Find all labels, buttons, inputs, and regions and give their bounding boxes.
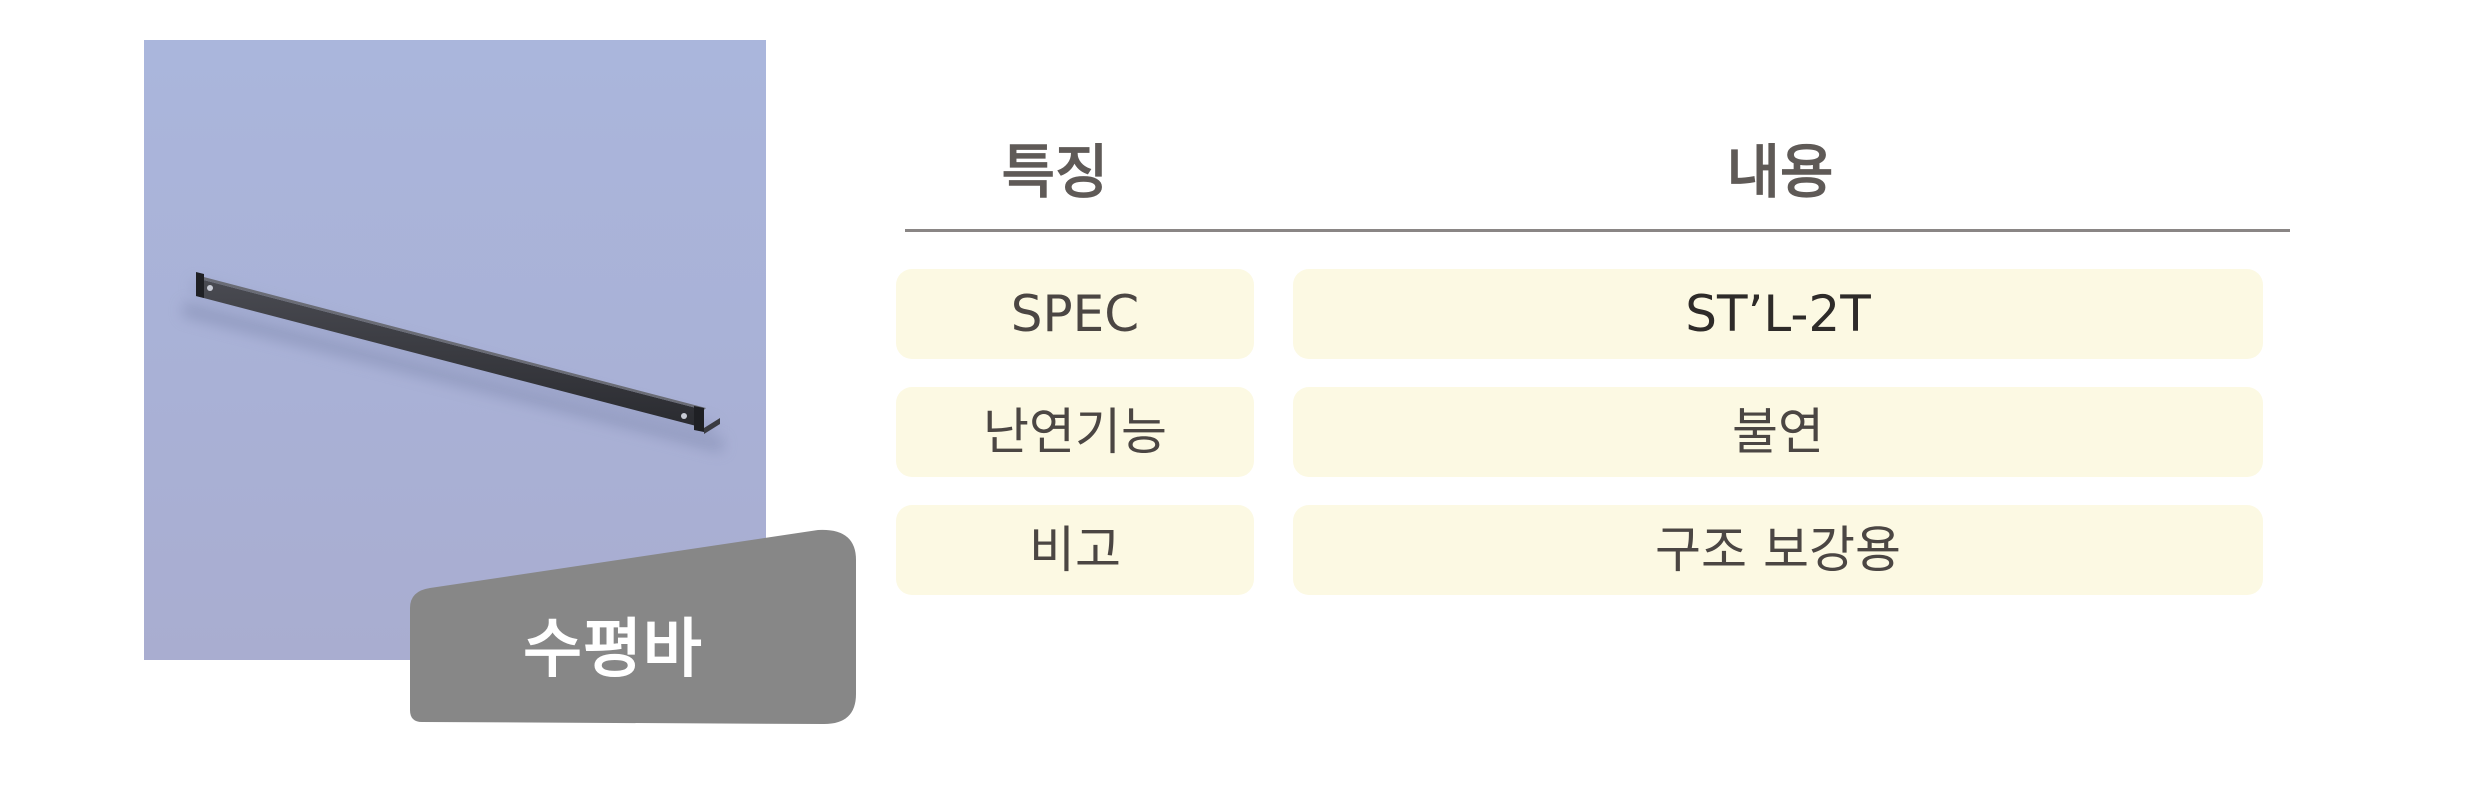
header-feature: 특징 bbox=[1001, 138, 1109, 206]
header-divider bbox=[905, 229, 2290, 232]
row-spec-feature: SPEC bbox=[896, 269, 1254, 359]
product-name: 수평바 bbox=[523, 613, 703, 687]
product-photo bbox=[144, 40, 766, 660]
row-fire-feature: 난연기능 bbox=[896, 387, 1254, 477]
tag-shape bbox=[410, 529, 856, 724]
row-note-feature: 비고 bbox=[896, 505, 1254, 595]
row-spec-content: ST’L-2T bbox=[1293, 269, 2263, 359]
horizontal-bar-icon bbox=[182, 272, 724, 452]
row-fire-content: 불연 bbox=[1293, 387, 2263, 477]
header-content: 내용 bbox=[1726, 138, 1834, 206]
product-name-tag: 수평바 bbox=[408, 528, 858, 728]
row-note-content: 구조 보강용 bbox=[1293, 505, 2263, 595]
